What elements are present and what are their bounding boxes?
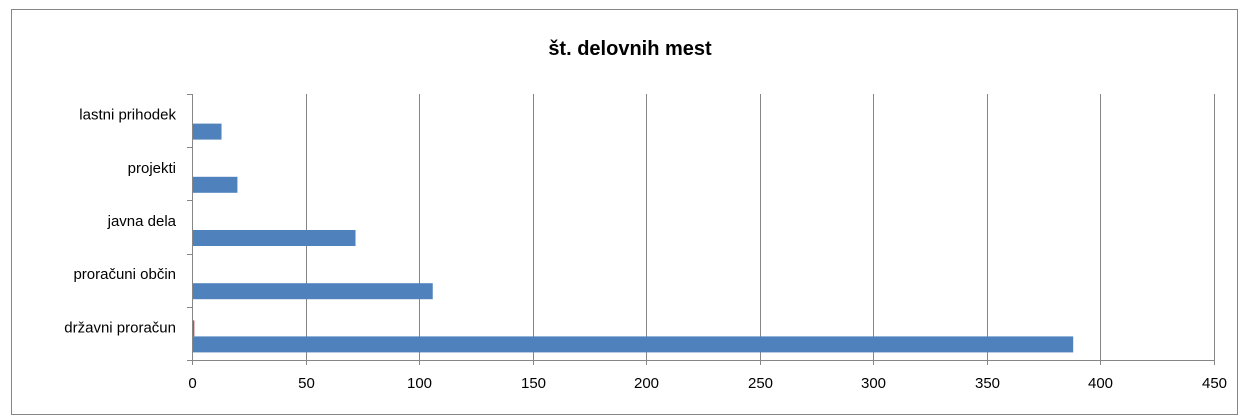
category-label: proračuni občin (73, 266, 176, 283)
bar (193, 336, 1074, 353)
x-tick-label: 50 (298, 375, 315, 392)
category-label: lastni prihodek (79, 107, 176, 124)
bar (193, 320, 195, 337)
x-tick-label: 300 (861, 375, 886, 392)
gridlines (306, 94, 1215, 360)
chart-title: št. delovnih mest (548, 38, 712, 60)
axes (187, 94, 1215, 365)
x-tick-label: 200 (634, 375, 659, 392)
category-label: projekti (128, 160, 176, 177)
bar (193, 230, 356, 246)
tick-labels: 0 50 100 150 200 250 300 350 400 450 (188, 375, 1227, 392)
x-tick-label: 450 (1202, 375, 1227, 392)
category-label: državni proračun (64, 319, 176, 336)
x-tick-label: 400 (1088, 375, 1113, 392)
x-tick-label: 350 (975, 375, 1000, 392)
category-label: javna dela (107, 213, 177, 230)
x-tick-label: 100 (407, 375, 432, 392)
category-labels: lastni prihodek projekti javna dela proraču… (64, 107, 176, 337)
bar (193, 176, 238, 193)
bar (193, 123, 222, 140)
bar (193, 283, 433, 300)
x-tick-label: 0 (188, 375, 196, 392)
x-tick-label: 150 (521, 375, 546, 392)
x-tick-label: 250 (748, 375, 773, 392)
bars (193, 123, 1074, 353)
